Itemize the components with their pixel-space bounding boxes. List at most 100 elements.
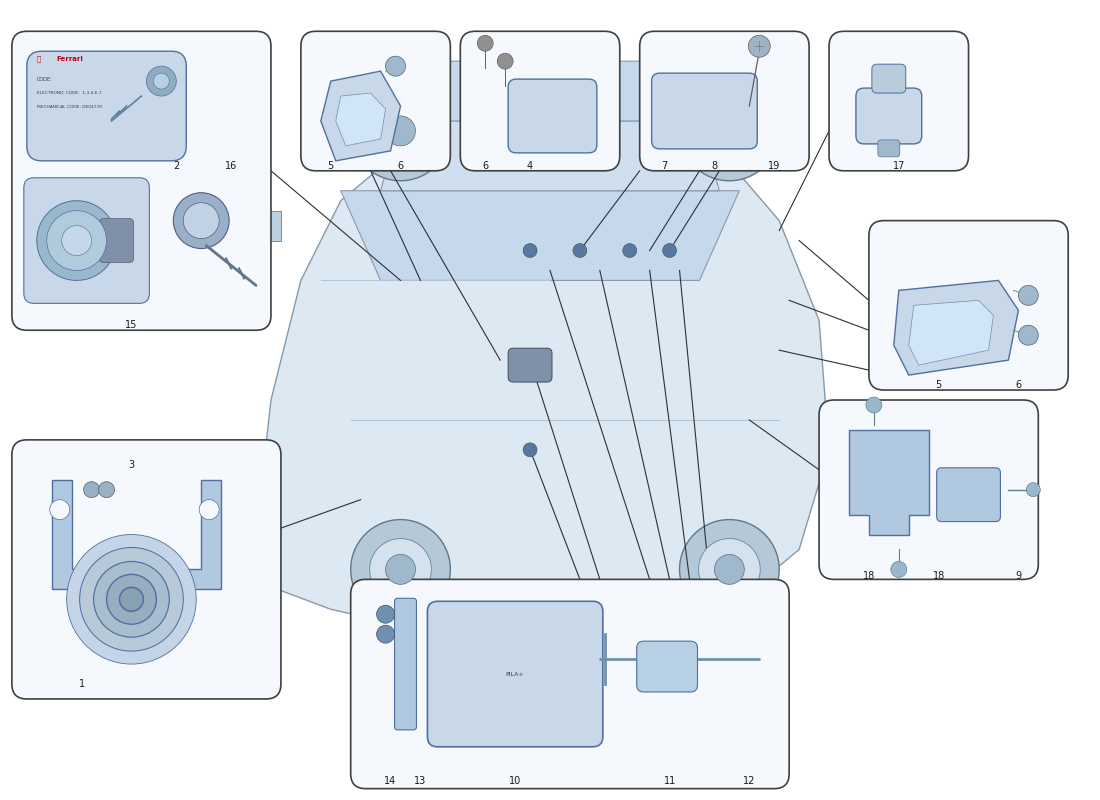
Circle shape bbox=[386, 554, 416, 584]
Text: 7: 7 bbox=[661, 161, 668, 171]
Circle shape bbox=[477, 35, 493, 51]
Text: 2: 2 bbox=[173, 161, 179, 171]
Circle shape bbox=[199, 500, 219, 519]
Text: CODE:: CODE: bbox=[36, 77, 53, 82]
Circle shape bbox=[524, 243, 537, 258]
Circle shape bbox=[153, 73, 169, 89]
Circle shape bbox=[524, 443, 537, 457]
Circle shape bbox=[36, 201, 117, 281]
Text: 5: 5 bbox=[935, 380, 942, 390]
Text: Eurospare: Eurospare bbox=[516, 363, 724, 397]
Circle shape bbox=[376, 606, 395, 623]
Circle shape bbox=[370, 538, 431, 600]
Polygon shape bbox=[381, 121, 719, 190]
Circle shape bbox=[891, 562, 906, 578]
Polygon shape bbox=[909, 300, 993, 365]
Polygon shape bbox=[336, 93, 386, 146]
Circle shape bbox=[351, 81, 450, 181]
Circle shape bbox=[62, 226, 91, 255]
Circle shape bbox=[99, 482, 114, 498]
Text: 8: 8 bbox=[712, 161, 717, 171]
Circle shape bbox=[698, 538, 760, 600]
Text: 11: 11 bbox=[663, 776, 675, 786]
FancyBboxPatch shape bbox=[878, 140, 900, 157]
FancyBboxPatch shape bbox=[395, 598, 417, 730]
FancyBboxPatch shape bbox=[637, 641, 697, 692]
Circle shape bbox=[120, 587, 143, 611]
Text: 🐴: 🐴 bbox=[36, 56, 41, 62]
Text: 13: 13 bbox=[415, 776, 427, 786]
FancyBboxPatch shape bbox=[820, 400, 1038, 579]
Text: MECHANICAL CODE: DE04770: MECHANICAL CODE: DE04770 bbox=[36, 105, 102, 109]
Circle shape bbox=[50, 500, 69, 519]
Circle shape bbox=[1026, 482, 1041, 497]
Circle shape bbox=[386, 116, 416, 146]
Circle shape bbox=[67, 534, 196, 664]
FancyBboxPatch shape bbox=[869, 221, 1068, 390]
FancyBboxPatch shape bbox=[937, 468, 1000, 522]
Text: a passion for Ferrari since 1985: a passion for Ferrari since 1985 bbox=[498, 422, 740, 438]
Text: 6: 6 bbox=[397, 161, 404, 171]
Circle shape bbox=[146, 66, 176, 96]
FancyBboxPatch shape bbox=[100, 218, 133, 262]
Polygon shape bbox=[341, 190, 739, 281]
Text: 14: 14 bbox=[384, 776, 397, 786]
FancyBboxPatch shape bbox=[351, 579, 789, 789]
FancyBboxPatch shape bbox=[301, 31, 450, 170]
Text: 6: 6 bbox=[482, 161, 488, 171]
Text: 19: 19 bbox=[768, 161, 780, 171]
Circle shape bbox=[174, 193, 229, 249]
Polygon shape bbox=[849, 430, 928, 534]
FancyBboxPatch shape bbox=[12, 440, 280, 699]
Circle shape bbox=[748, 35, 770, 57]
Polygon shape bbox=[52, 480, 221, 610]
Circle shape bbox=[94, 562, 169, 637]
Text: PILA+: PILA+ bbox=[506, 671, 525, 677]
Circle shape bbox=[351, 519, 450, 619]
Circle shape bbox=[370, 100, 431, 162]
Circle shape bbox=[680, 81, 779, 181]
Circle shape bbox=[386, 56, 406, 76]
FancyBboxPatch shape bbox=[651, 73, 757, 149]
Circle shape bbox=[623, 243, 637, 258]
Circle shape bbox=[376, 626, 395, 643]
FancyBboxPatch shape bbox=[381, 614, 680, 639]
Text: 1: 1 bbox=[78, 679, 85, 689]
Text: 6: 6 bbox=[1015, 380, 1022, 390]
Text: 18: 18 bbox=[862, 571, 874, 582]
FancyBboxPatch shape bbox=[856, 88, 922, 144]
Circle shape bbox=[714, 554, 745, 584]
FancyBboxPatch shape bbox=[24, 178, 150, 303]
Circle shape bbox=[1019, 326, 1038, 345]
Circle shape bbox=[680, 519, 779, 619]
Circle shape bbox=[714, 116, 745, 146]
FancyBboxPatch shape bbox=[12, 31, 271, 330]
Text: Ferrari: Ferrari bbox=[57, 56, 84, 62]
FancyBboxPatch shape bbox=[829, 31, 968, 170]
Circle shape bbox=[184, 202, 219, 238]
Circle shape bbox=[79, 547, 184, 651]
FancyBboxPatch shape bbox=[26, 51, 186, 161]
Text: 9: 9 bbox=[1015, 571, 1022, 582]
Text: ELECTRONIC CODE:  1.3.4.6.7: ELECTRONIC CODE: 1.3.4.6.7 bbox=[36, 91, 101, 95]
Circle shape bbox=[497, 54, 513, 69]
Text: 16: 16 bbox=[226, 161, 238, 171]
FancyBboxPatch shape bbox=[508, 348, 552, 382]
FancyBboxPatch shape bbox=[428, 602, 603, 746]
Text: 10: 10 bbox=[509, 776, 521, 786]
Polygon shape bbox=[381, 61, 719, 121]
Circle shape bbox=[698, 100, 760, 162]
FancyBboxPatch shape bbox=[460, 31, 619, 170]
Circle shape bbox=[84, 482, 100, 498]
Text: 15: 15 bbox=[125, 320, 138, 330]
Circle shape bbox=[524, 353, 537, 367]
Circle shape bbox=[573, 243, 587, 258]
Text: 18: 18 bbox=[933, 571, 945, 582]
Polygon shape bbox=[894, 281, 1019, 375]
Polygon shape bbox=[251, 121, 829, 639]
FancyBboxPatch shape bbox=[872, 64, 905, 93]
Text: 12: 12 bbox=[744, 776, 756, 786]
FancyBboxPatch shape bbox=[508, 79, 597, 153]
Circle shape bbox=[662, 243, 676, 258]
Polygon shape bbox=[321, 71, 400, 161]
